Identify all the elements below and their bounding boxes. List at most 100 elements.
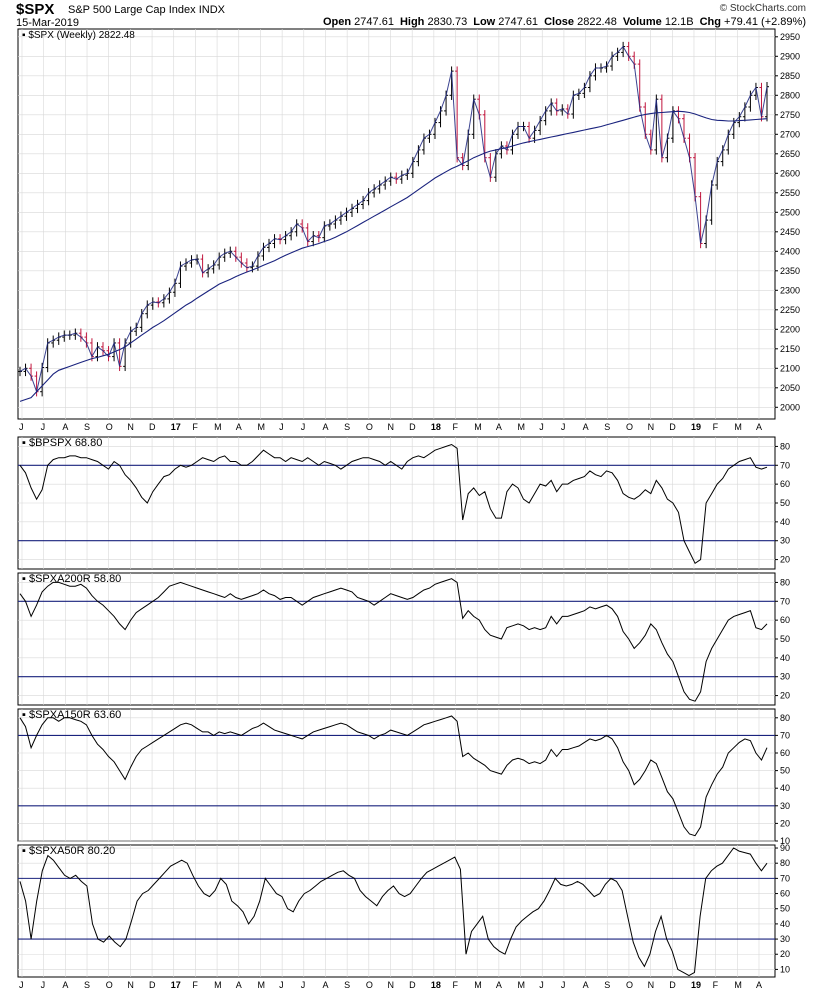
x-tick-label: J bbox=[19, 980, 24, 990]
x-tick-label: A bbox=[62, 980, 68, 990]
x-tick-label: A bbox=[583, 980, 589, 990]
x-tick-label: D bbox=[409, 422, 416, 432]
x-tick-label: O bbox=[626, 422, 633, 432]
y-tick-label: 20 bbox=[780, 691, 790, 701]
x-tick-label: J bbox=[279, 422, 284, 432]
y-tick-label: 2750 bbox=[780, 110, 800, 120]
x-tick-label: J bbox=[41, 422, 46, 432]
ohlc-label-open: Open bbox=[323, 16, 352, 28]
x-tick-label: S bbox=[84, 422, 90, 432]
x-tick-label: M bbox=[518, 980, 526, 990]
y-tick-label: 80 bbox=[780, 577, 790, 587]
x-tick-label: N bbox=[388, 422, 395, 432]
y-tick-label: 20 bbox=[780, 949, 790, 959]
x-tick-label: D bbox=[149, 422, 156, 432]
x-tick-label: N bbox=[648, 980, 655, 990]
y-tick-label: 2650 bbox=[780, 149, 800, 159]
ohlc-value-volume: 12.1B bbox=[661, 16, 694, 28]
ohlc-value-high: 2830.73 bbox=[424, 16, 468, 28]
y-tick-label: 70 bbox=[780, 460, 790, 470]
y-tick-label: 30 bbox=[780, 801, 790, 811]
x-tick-label: F bbox=[713, 422, 719, 432]
x-tick-label: F bbox=[453, 980, 459, 990]
x-tick-label: M bbox=[734, 422, 742, 432]
y-tick-label: 2450 bbox=[780, 227, 800, 237]
x-tick-label: A bbox=[322, 422, 328, 432]
chart-security-name: S&P 500 Large Cap Index INDX bbox=[68, 4, 225, 16]
x-tick-label: J bbox=[539, 422, 544, 432]
x-tick-label: F bbox=[192, 980, 198, 990]
x-tick-label: M bbox=[214, 980, 222, 990]
y-tick-label: 60 bbox=[780, 748, 790, 758]
y-tick-label: 2800 bbox=[780, 90, 800, 100]
panel-label-1: ▪ $BPSPX 68.80 bbox=[22, 437, 102, 449]
x-tick-label: F bbox=[453, 422, 459, 432]
y-tick-label: 2300 bbox=[780, 285, 800, 295]
x-tick-label: D bbox=[409, 980, 416, 990]
y-tick-label: 50 bbox=[780, 634, 790, 644]
breadth-line-4 bbox=[19, 847, 768, 977]
x-tick-label: 19 bbox=[691, 980, 701, 990]
chart-date: 15-Mar-2019 bbox=[16, 17, 79, 29]
y-tick-label: 70 bbox=[780, 596, 790, 606]
x-tick-label: A bbox=[236, 980, 242, 990]
x-tick-label: M bbox=[734, 980, 742, 990]
x-tick-label: A bbox=[496, 422, 502, 432]
y-tick-label: 2250 bbox=[780, 305, 800, 315]
x-tick-label: S bbox=[344, 422, 350, 432]
x-tick-label: A bbox=[322, 980, 328, 990]
ohlc-value-close: 2822.48 bbox=[574, 16, 617, 28]
x-tick-label: N bbox=[127, 980, 134, 990]
y-tick-label: 80 bbox=[780, 858, 790, 868]
x-tick-label: 18 bbox=[431, 422, 441, 432]
ohlc-label-close: Close bbox=[544, 16, 575, 28]
y-tick-label: 60 bbox=[780, 615, 790, 625]
x-tick-label: N bbox=[388, 980, 395, 990]
y-tick-label: 20 bbox=[780, 818, 790, 828]
panel-frame-0 bbox=[17, 28, 776, 420]
y-tick-label: 2100 bbox=[780, 363, 800, 373]
x-tick-label: F bbox=[713, 980, 719, 990]
ohlc-label-high: High bbox=[399, 16, 425, 28]
x-tick-label: J bbox=[561, 980, 566, 990]
x-tick-label: M bbox=[474, 980, 482, 990]
y-tick-label: 80 bbox=[780, 713, 790, 723]
x-tick-label: J bbox=[19, 422, 24, 432]
ohlc-value-low: 2747.61 bbox=[495, 16, 539, 28]
panel-label-2: ▪ $SPXA200R 58.80 bbox=[22, 573, 121, 585]
x-tick-label: S bbox=[604, 422, 610, 432]
ohlc-label-low: Low bbox=[473, 16, 496, 28]
panel-label-4: ▪ $SPXA50R 80.20 bbox=[22, 845, 115, 857]
y-tick-label: 60 bbox=[780, 889, 790, 899]
x-tick-label: D bbox=[669, 422, 676, 432]
y-tick-label: 10 bbox=[780, 964, 790, 974]
y-tick-label: 70 bbox=[780, 730, 790, 740]
y-tick-label: 70 bbox=[780, 873, 790, 883]
y-tick-label: 10 bbox=[780, 836, 790, 846]
y-tick-label: 2350 bbox=[780, 266, 800, 276]
ohlc-value-chg: +79.41 (+2.89%) bbox=[720, 16, 806, 28]
y-tick-label: 30 bbox=[780, 536, 790, 546]
x-tick-label: A bbox=[62, 422, 68, 432]
breadth-line-1 bbox=[19, 443, 768, 565]
y-tick-label: 50 bbox=[780, 498, 790, 508]
breadth-line-3 bbox=[19, 715, 768, 837]
security-name-text: S&P 500 Large Cap Index bbox=[68, 4, 196, 16]
panel-frame-4 bbox=[17, 844, 776, 978]
y-tick-label: 2900 bbox=[780, 51, 800, 61]
x-tick-label: A bbox=[756, 422, 762, 432]
price-close-line bbox=[19, 45, 768, 394]
moving-average-line bbox=[19, 110, 768, 402]
x-tick-label: 17 bbox=[171, 422, 181, 432]
breadth-line-2 bbox=[19, 578, 768, 702]
y-tick-label: 2000 bbox=[780, 402, 800, 412]
exchange-label: INDX bbox=[198, 4, 225, 16]
y-tick-label: 2200 bbox=[780, 324, 800, 334]
x-tick-label: S bbox=[344, 980, 350, 990]
x-tick-label: A bbox=[756, 980, 762, 990]
y-tick-label: 30 bbox=[780, 672, 790, 682]
x-tick-label: F bbox=[192, 422, 198, 432]
x-tick-label: A bbox=[496, 980, 502, 990]
y-tick-label: 80 bbox=[780, 441, 790, 451]
